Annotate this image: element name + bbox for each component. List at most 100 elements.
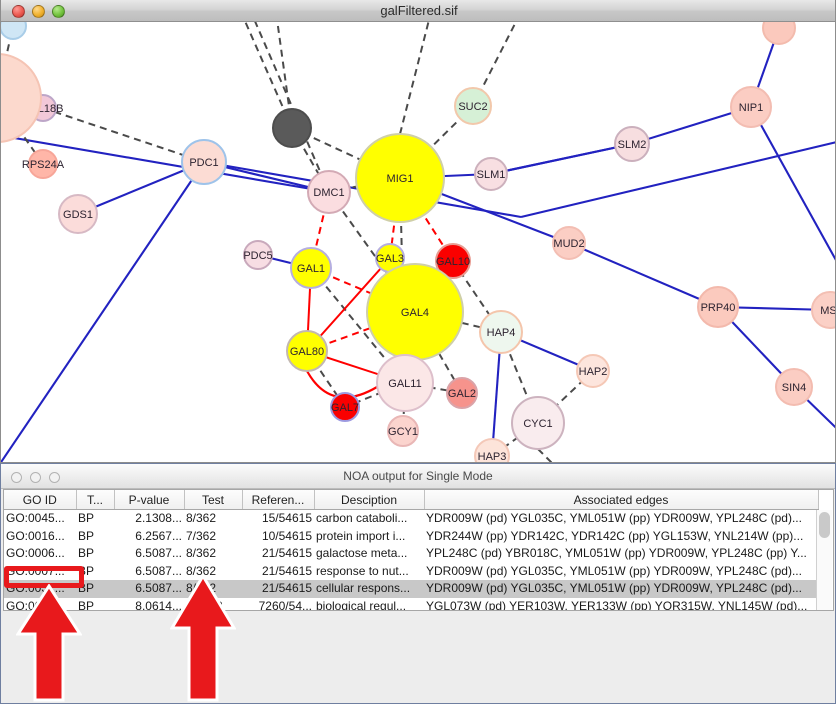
cell-associated-edges: YDR009W (pd) YGL035C, YML051W (pp) YDR00… xyxy=(424,580,818,598)
cell-description: carbon cataboli... xyxy=(316,511,408,525)
noa-output-dialog: NOA output for Single Mode GO ID T... P-… xyxy=(0,463,836,704)
maximize-button[interactable] xyxy=(52,5,65,18)
cell-go-id: GO:0065... xyxy=(6,598,65,611)
cell-description: response to nut... xyxy=(316,563,409,578)
cell-description: protein import i... xyxy=(316,528,406,543)
table-row[interactable]: GO:0045... BP 2.1308... 8/362 15/54615 carbon… xyxy=(4,510,818,528)
network-canvas[interactable]: RPL18B RPS24A GDS1 PDC1 SUC2 NIP1 SLM2 DMC1 MIG1… xyxy=(1,22,836,462)
column-header-test[interactable]: Test xyxy=(184,490,243,510)
network-node-pdc1[interactable]: PDC1 xyxy=(181,139,227,185)
network-edge[interactable] xyxy=(490,142,633,176)
column-header-type[interactable]: T... xyxy=(76,490,115,510)
network-node-prp40[interactable]: PRP40 xyxy=(697,286,739,328)
network-node-hap2[interactable]: HAP2 xyxy=(576,354,610,388)
network-node-mig1[interactable]: MIG1 xyxy=(355,133,445,223)
cell-go-id: GO:0016... xyxy=(6,528,65,543)
network-node-pdc5[interactable]: PDC5 xyxy=(243,240,273,270)
network-node-hap3[interactable]: HAP3 xyxy=(474,438,510,462)
column-header-reference[interactable]: Referen... xyxy=(242,490,315,510)
cell-type: BP xyxy=(78,598,95,611)
network-node[interactable] xyxy=(1,22,27,40)
table-row[interactable]: GO:0016... BP 6.2567... 7/362 10/54615 protei… xyxy=(4,528,818,546)
table-row[interactable]: GO:0007... BP 6.5087... 8/362 21/54615 respon… xyxy=(4,563,818,581)
close-button[interactable] xyxy=(12,5,25,18)
cell-reference: 21/54615 xyxy=(242,580,314,598)
network-node[interactable] xyxy=(762,22,796,45)
noa-minimize-button[interactable] xyxy=(30,472,41,483)
network-node-sin4[interactable]: SIN4 xyxy=(775,368,813,406)
noa-close-button[interactable] xyxy=(11,472,22,483)
cell-description: galactose meta... xyxy=(316,546,408,560)
network-node-gal11[interactable]: GAL11 xyxy=(376,354,434,412)
cell-test: 7/362 xyxy=(186,528,217,543)
cell-description: cellular respons... xyxy=(314,580,424,598)
network-node-slm1[interactable]: SLM1 xyxy=(474,157,508,191)
network-node-hap4[interactable]: HAP4 xyxy=(479,310,523,354)
main-window-titlebar: galFiltered.sif xyxy=(1,0,835,22)
noa-table-body[interactable]: GO:0045... BP 2.1308... 8/362 15/54615 carbon… xyxy=(4,510,818,611)
network-node-cyc1[interactable]: CYC1 xyxy=(511,396,565,450)
network-node-mud2[interactable]: MUD2 xyxy=(552,226,586,260)
network-node[interactable] xyxy=(1,53,42,143)
scrollbar-thumb[interactable] xyxy=(819,512,830,538)
cell-p-value: 2.1308... xyxy=(135,511,182,525)
cell-reference: 10/54615 xyxy=(261,528,312,543)
cell-go-id: GO:0031... xyxy=(4,580,76,598)
table-row[interactable]: GO:0065... BP 8.0614... 94/362 7260/54... bio… xyxy=(4,598,818,611)
cell-description: biological regul... xyxy=(316,598,407,611)
table-vertical-scrollbar[interactable] xyxy=(816,510,832,610)
network-node-slm2[interactable]: SLM2 xyxy=(614,126,650,162)
network-node-dmc1[interactable]: DMC1 xyxy=(307,170,351,214)
network-node[interactable] xyxy=(272,108,312,148)
network-node-gcy1[interactable]: GCY1 xyxy=(387,415,419,447)
cell-p-value: 6.5087... xyxy=(135,546,182,560)
cell-test: 8/362 xyxy=(184,580,242,598)
table-row[interactable]: GO:0031... BP 6.5087... 8/362 21/54615 cellul… xyxy=(4,580,818,598)
cell-go-id: GO:0007... xyxy=(6,563,65,578)
noa-results-table[interactable]: GO ID T... P-value Test Referen... Desci… xyxy=(4,490,819,611)
noa-maximize-button[interactable] xyxy=(49,472,60,483)
network-node-gal2[interactable]: GAL2 xyxy=(446,377,478,409)
cell-reference: 7260/54... xyxy=(258,598,312,611)
cell-p-value: 6.5087... xyxy=(135,563,182,578)
minimize-button[interactable] xyxy=(32,5,45,18)
network-node-gds1[interactable]: GDS1 xyxy=(58,194,98,234)
cell-associated-edges: YGL073W (pd) YER103W, YER133W (pp) YOR31… xyxy=(426,598,808,611)
cell-p-value: 8.0614... xyxy=(135,598,182,611)
table-row[interactable]: GO:0006... BP 6.5087... 8/362 21/54615 galact… xyxy=(4,545,818,563)
cell-test: 8/362 xyxy=(186,563,217,578)
cell-associated-edges: YDR009W (pd) YGL035C, YML051W (pp) YDR00… xyxy=(426,563,802,578)
cell-p-value: 6.2567... xyxy=(135,528,182,543)
network-edge[interactable] xyxy=(491,422,539,457)
network-node-gal7[interactable]: GAL7 xyxy=(330,392,360,422)
network-node-suc2[interactable]: SUC2 xyxy=(454,87,492,125)
column-header-associated-edges[interactable]: Associated edges xyxy=(424,490,819,510)
table-header-row: GO ID T... P-value Test Referen... Desci… xyxy=(4,490,819,510)
network-edge[interactable] xyxy=(42,107,205,163)
network-node-gal80[interactable]: GAL80 xyxy=(286,330,328,372)
network-node-msi[interactable]: MSI xyxy=(811,291,836,329)
network-node-rps24a[interactable]: RPS24A xyxy=(22,149,65,179)
cell-test: 8/362 xyxy=(186,546,217,560)
noa-dialog-title: NOA output for Single Mode xyxy=(343,469,493,483)
cell-reference: 21/54615 xyxy=(261,546,312,560)
main-window-title: galFiltered.sif xyxy=(380,3,458,18)
cell-test: 8/362 xyxy=(186,511,217,525)
cytoscape-network-window: galFiltered.sif RPL18B RPS24A GDS1 PDC1 SUC2… xyxy=(0,0,836,463)
cell-reference: 15/54615 xyxy=(261,511,312,525)
cell-associated-edges: YDR244W (pp) YDR142C, YDR142C (pp) YGL15… xyxy=(426,528,804,543)
network-edge[interactable] xyxy=(568,242,719,308)
cell-go-id: GO:0006... xyxy=(6,546,65,560)
column-header-description[interactable]: Desciption xyxy=(314,490,425,510)
cell-type: BP xyxy=(78,546,95,560)
network-node-gal1[interactable]: GAL1 xyxy=(290,247,332,289)
network-node-nip1[interactable]: NIP1 xyxy=(730,86,772,128)
network-node-gal4[interactable]: GAL4 xyxy=(366,263,464,361)
column-header-go-id[interactable]: GO ID xyxy=(4,490,77,510)
column-header-p-value[interactable]: P-value xyxy=(114,490,185,510)
cell-type: BP xyxy=(78,528,95,543)
noa-results-table-container[interactable]: GO ID T... P-value Test Referen... Desci… xyxy=(3,489,834,611)
